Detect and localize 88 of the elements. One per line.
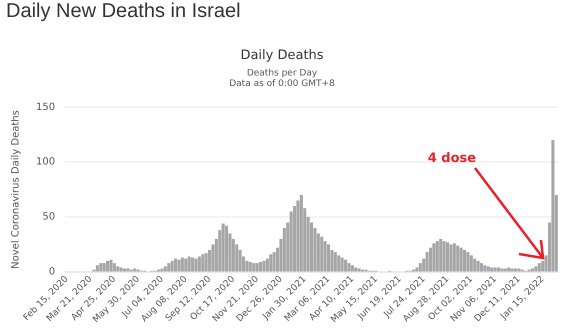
bar: [167, 263, 170, 272]
bar: [449, 244, 452, 272]
bar: [534, 266, 538, 272]
bar: [439, 238, 442, 272]
bar: [262, 260, 266, 272]
bar: [514, 268, 518, 272]
bar: [170, 260, 174, 272]
bar: [446, 242, 450, 272]
bar: [204, 253, 208, 272]
y-tick-label: 100: [36, 156, 56, 168]
bar: [201, 254, 204, 272]
bar: [198, 256, 201, 272]
bar: [180, 258, 184, 272]
bar: [126, 268, 130, 272]
bar: [266, 258, 269, 272]
text: Data as of 0:00 GMT+8: [229, 79, 336, 90]
bar: [269, 254, 272, 272]
bar: [452, 243, 456, 272]
bar: [530, 268, 534, 272]
bar: [496, 267, 500, 272]
bar: [194, 258, 198, 272]
chart-title: Daily New Deaths in Israel: [6, 0, 241, 23]
bar: [517, 268, 520, 272]
bar: [494, 267, 497, 272]
bar: [538, 263, 541, 272]
bar: [222, 224, 225, 272]
bar: [245, 260, 248, 272]
bar: [177, 260, 180, 272]
bar: [460, 248, 463, 272]
bar: [96, 265, 99, 272]
bar: [456, 246, 460, 272]
bar: [344, 260, 348, 272]
bar: [102, 263, 106, 272]
bar: [106, 260, 110, 272]
bar: [354, 267, 358, 272]
bar: [99, 263, 102, 272]
bar: [133, 268, 136, 272]
bar: [112, 263, 116, 272]
bar: [510, 268, 514, 272]
bar: [109, 260, 113, 272]
bar: [188, 256, 191, 272]
bar: [462, 250, 466, 272]
bar: [337, 255, 340, 272]
bar: [350, 265, 354, 272]
bar: [191, 258, 194, 272]
bar: [504, 268, 507, 272]
bar: [500, 268, 504, 272]
bar: [174, 258, 178, 272]
bar: [248, 262, 252, 272]
bar: [300, 195, 303, 272]
bar: [428, 248, 432, 272]
bar: [252, 263, 256, 272]
bar: [490, 267, 494, 272]
bar: [327, 244, 330, 272]
bar: [480, 263, 484, 272]
bar: [473, 258, 476, 272]
bar: [466, 252, 470, 272]
bar: [340, 258, 344, 272]
annotation: 4 dose: [428, 150, 476, 166]
bar: [486, 266, 490, 272]
bar: [164, 266, 167, 272]
bar: [120, 267, 123, 272]
chart-subtitle: Daily Deaths: [240, 48, 324, 64]
bar: [551, 140, 554, 272]
bar: [259, 262, 262, 272]
bar: [225, 226, 228, 272]
bar: [116, 266, 120, 272]
y-axis-title: Novel Coronavirus Daily Deaths: [10, 110, 22, 269]
bar: [123, 268, 126, 272]
bar: [483, 265, 486, 272]
bar: [476, 260, 480, 272]
bar: [256, 263, 259, 272]
text: Deaths per Day: [246, 68, 318, 78]
bar: [358, 268, 361, 272]
bar: [470, 255, 473, 272]
y-tick-label: 0: [48, 266, 56, 278]
bar: [436, 241, 439, 272]
bar: [347, 263, 350, 272]
bar: [160, 268, 164, 272]
bar: [334, 252, 337, 272]
bar: [442, 241, 446, 272]
y-tick-label: 150: [36, 102, 56, 113]
bar: [320, 236, 324, 272]
bar: [432, 243, 436, 272]
bar: [507, 267, 510, 272]
bar: [184, 258, 188, 272]
bar: [415, 267, 418, 272]
y-tick-label: 50: [42, 212, 56, 223]
